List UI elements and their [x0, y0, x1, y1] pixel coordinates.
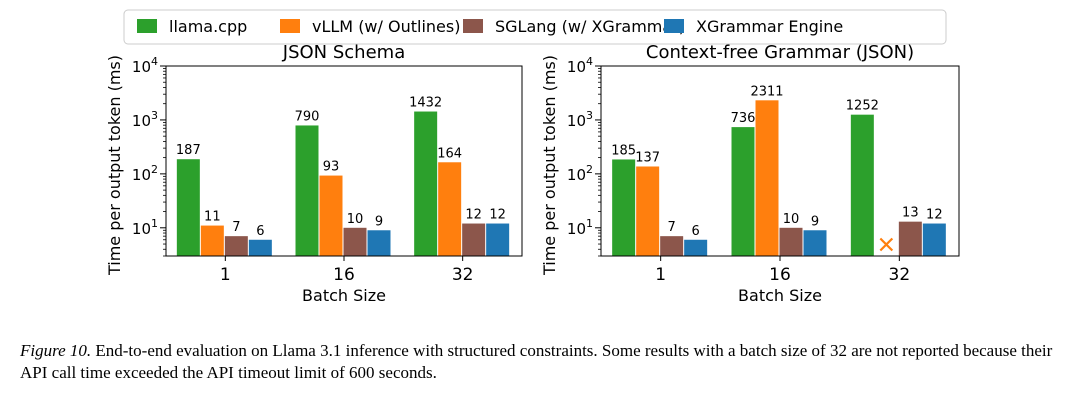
data-label: 9 [811, 214, 819, 229]
legend-label: SGLang (w/ XGrammar) [495, 17, 685, 36]
y-tick-label: 104 [567, 55, 593, 76]
legend-label: llama.cpp [169, 17, 247, 36]
data-label: 1252 [846, 99, 879, 114]
x-tick-label: 16 [333, 265, 355, 285]
data-label: 12 [489, 208, 506, 223]
data-label: 12 [465, 208, 482, 223]
data-label: 13 [902, 206, 919, 221]
bar [850, 114, 874, 256]
data-label: 10 [783, 212, 800, 227]
data-label: 185 [611, 143, 636, 158]
data-label: 11 [204, 210, 221, 225]
data-label: 790 [295, 109, 320, 124]
bar [319, 175, 343, 256]
bar [486, 223, 510, 256]
bar [343, 227, 367, 256]
bar [367, 230, 391, 256]
x-axis-label: Batch Size [738, 286, 822, 305]
data-label: 93 [323, 160, 340, 175]
legend-swatch [664, 19, 684, 33]
x-tick-label: 1 [655, 265, 666, 285]
bar [803, 230, 827, 256]
data-label: 2311 [750, 84, 783, 99]
figure: llama.cpp vLLM (w/ Outlines) SGLang (w/ XG… [105, 9, 960, 305]
y-tick-label: 102 [567, 163, 593, 184]
bar [224, 236, 248, 256]
data-label: 6 [256, 224, 264, 239]
x-tick-label: 1 [220, 265, 231, 285]
bar [200, 225, 224, 256]
bar [462, 223, 486, 256]
data-label: 12 [926, 208, 943, 223]
bar [898, 221, 922, 256]
bar [438, 162, 462, 256]
data-label: 6 [692, 224, 700, 239]
data-label: 9 [375, 214, 383, 229]
bar [414, 111, 438, 256]
figure-caption: Figure 10. End-to-end evaluation on Llam… [20, 340, 1060, 384]
legend-swatch [280, 19, 300, 33]
bar [660, 236, 684, 256]
chart-title: JSON Schema [282, 42, 405, 63]
legend: llama.cpp vLLM (w/ Outlines) SGLang (w/ XG… [123, 9, 947, 45]
legend-swatch [463, 19, 483, 33]
legend-label: XGrammar Engine [696, 17, 843, 36]
x-tick-label: 32 [889, 265, 911, 285]
x-tick-label: 16 [769, 265, 791, 285]
y-axis-label: Time per output token (ms) [540, 55, 559, 276]
y-tick-label: 101 [567, 217, 593, 238]
legend-label: vLLM (w/ Outlines) [312, 17, 460, 36]
data-label: 7 [232, 220, 240, 235]
bar [755, 100, 779, 256]
y-tick-label: 101 [132, 217, 158, 238]
missing-marker [879, 237, 894, 252]
y-tick-label: 104 [132, 55, 158, 76]
data-label: 164 [437, 146, 462, 161]
legend-frame [123, 9, 947, 45]
bar [612, 159, 636, 256]
x-axis-label: Batch Size [302, 286, 386, 305]
bar [636, 166, 660, 256]
caption-text: End-to-end evaluation on Llama 3.1 infer… [20, 341, 1053, 382]
bar [248, 239, 272, 256]
caption-label: Figure 10. [20, 341, 92, 360]
y-tick-label: 103 [567, 109, 593, 130]
data-label: 10 [347, 212, 364, 227]
bar [684, 239, 708, 256]
bar [922, 223, 946, 256]
data-label: 7 [668, 220, 676, 235]
y-tick-label: 103 [132, 109, 158, 130]
data-label: 736 [731, 111, 756, 126]
legend-swatch [137, 19, 157, 33]
data-label: 137 [635, 150, 660, 165]
chart-cfg-json: 185 736 1252 137 2311 7 10 13 6 9 12 1 16 32 101 102 103… [540, 42, 960, 305]
x-tick-label: 32 [452, 265, 474, 285]
bar [295, 125, 319, 256]
chart-json-schema: 187 790 1432 11 93 164 7 10 12 6 9 12 1 16 32 101 102 103… [105, 42, 523, 305]
data-label: 187 [176, 143, 201, 158]
bar [731, 127, 755, 256]
y-axis-label: Time per output token (ms) [105, 55, 124, 276]
bar [779, 227, 803, 256]
bar [176, 159, 200, 256]
y-tick-label: 102 [132, 163, 158, 184]
data-label: 1432 [409, 96, 442, 111]
chart-title: Context-free Grammar (JSON) [646, 42, 914, 63]
